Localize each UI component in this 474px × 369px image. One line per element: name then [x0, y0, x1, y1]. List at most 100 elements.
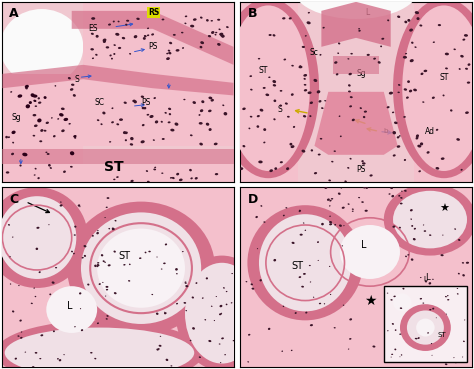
Ellipse shape [257, 115, 260, 117]
Ellipse shape [68, 77, 71, 79]
Ellipse shape [343, 225, 345, 226]
Ellipse shape [59, 359, 61, 361]
Ellipse shape [130, 137, 134, 140]
Ellipse shape [102, 111, 106, 114]
Ellipse shape [308, 92, 311, 94]
Ellipse shape [398, 84, 401, 86]
Ellipse shape [12, 310, 14, 313]
Ellipse shape [209, 128, 212, 131]
Ellipse shape [53, 135, 55, 137]
Ellipse shape [391, 357, 392, 358]
Ellipse shape [462, 274, 465, 276]
Ellipse shape [453, 357, 455, 358]
Ellipse shape [313, 297, 314, 298]
Ellipse shape [285, 207, 287, 208]
Ellipse shape [74, 326, 76, 327]
Ellipse shape [176, 256, 268, 369]
Ellipse shape [283, 215, 285, 216]
Ellipse shape [34, 287, 35, 289]
Ellipse shape [139, 258, 141, 259]
Ellipse shape [192, 327, 195, 330]
Ellipse shape [403, 116, 406, 118]
Ellipse shape [125, 24, 128, 26]
Ellipse shape [456, 138, 460, 141]
Ellipse shape [70, 166, 73, 168]
Ellipse shape [125, 131, 128, 134]
Ellipse shape [97, 119, 100, 121]
Ellipse shape [185, 310, 187, 311]
Ellipse shape [363, 187, 366, 189]
Ellipse shape [61, 107, 64, 110]
Ellipse shape [432, 308, 434, 310]
Ellipse shape [184, 23, 186, 24]
Ellipse shape [387, 293, 388, 294]
Ellipse shape [363, 116, 365, 118]
Text: ★: ★ [364, 294, 376, 308]
Ellipse shape [73, 94, 76, 97]
Ellipse shape [204, 319, 206, 320]
Ellipse shape [314, 172, 317, 174]
Ellipse shape [99, 283, 101, 285]
Ellipse shape [428, 282, 431, 284]
Text: ST: ST [437, 327, 447, 336]
Text: ST: ST [439, 73, 449, 82]
Ellipse shape [60, 204, 63, 207]
Ellipse shape [399, 135, 401, 137]
Text: Sg: Sg [356, 69, 365, 78]
Ellipse shape [185, 285, 188, 287]
Ellipse shape [330, 294, 331, 295]
Ellipse shape [324, 303, 325, 304]
Ellipse shape [147, 181, 150, 183]
Ellipse shape [102, 260, 105, 262]
Ellipse shape [399, 334, 401, 335]
Ellipse shape [400, 307, 402, 309]
Ellipse shape [347, 58, 349, 59]
Ellipse shape [260, 205, 262, 207]
Ellipse shape [97, 266, 98, 267]
Text: Ad: Ad [425, 127, 436, 136]
Ellipse shape [304, 84, 306, 86]
Ellipse shape [5, 328, 194, 369]
Ellipse shape [336, 73, 338, 75]
Ellipse shape [53, 330, 55, 332]
Ellipse shape [190, 134, 192, 136]
Ellipse shape [30, 93, 35, 97]
Ellipse shape [292, 0, 419, 19]
Ellipse shape [199, 356, 201, 358]
Ellipse shape [46, 122, 49, 124]
Ellipse shape [219, 344, 220, 345]
Ellipse shape [352, 211, 354, 212]
Ellipse shape [239, 167, 243, 170]
Ellipse shape [52, 282, 55, 284]
Ellipse shape [265, 93, 269, 96]
Ellipse shape [161, 121, 163, 123]
Ellipse shape [347, 203, 350, 205]
Ellipse shape [106, 315, 109, 317]
Ellipse shape [148, 251, 151, 252]
Ellipse shape [397, 145, 401, 148]
Ellipse shape [249, 75, 252, 77]
Ellipse shape [113, 53, 115, 55]
Ellipse shape [37, 97, 40, 99]
Ellipse shape [40, 129, 44, 132]
Ellipse shape [176, 173, 179, 175]
Ellipse shape [106, 46, 109, 48]
Ellipse shape [106, 286, 109, 288]
Ellipse shape [38, 101, 41, 104]
Ellipse shape [38, 271, 41, 273]
Ellipse shape [109, 228, 110, 230]
Ellipse shape [420, 73, 423, 75]
Ellipse shape [402, 6, 474, 171]
Ellipse shape [268, 328, 270, 330]
Ellipse shape [415, 11, 419, 14]
Ellipse shape [36, 227, 39, 229]
Text: B: B [247, 7, 257, 20]
Ellipse shape [419, 24, 422, 27]
Ellipse shape [282, 351, 283, 352]
Text: PS: PS [148, 42, 157, 51]
Bar [298, 2, 414, 182]
Ellipse shape [224, 112, 227, 115]
Ellipse shape [289, 17, 292, 20]
Ellipse shape [172, 177, 175, 179]
Ellipse shape [51, 117, 53, 119]
